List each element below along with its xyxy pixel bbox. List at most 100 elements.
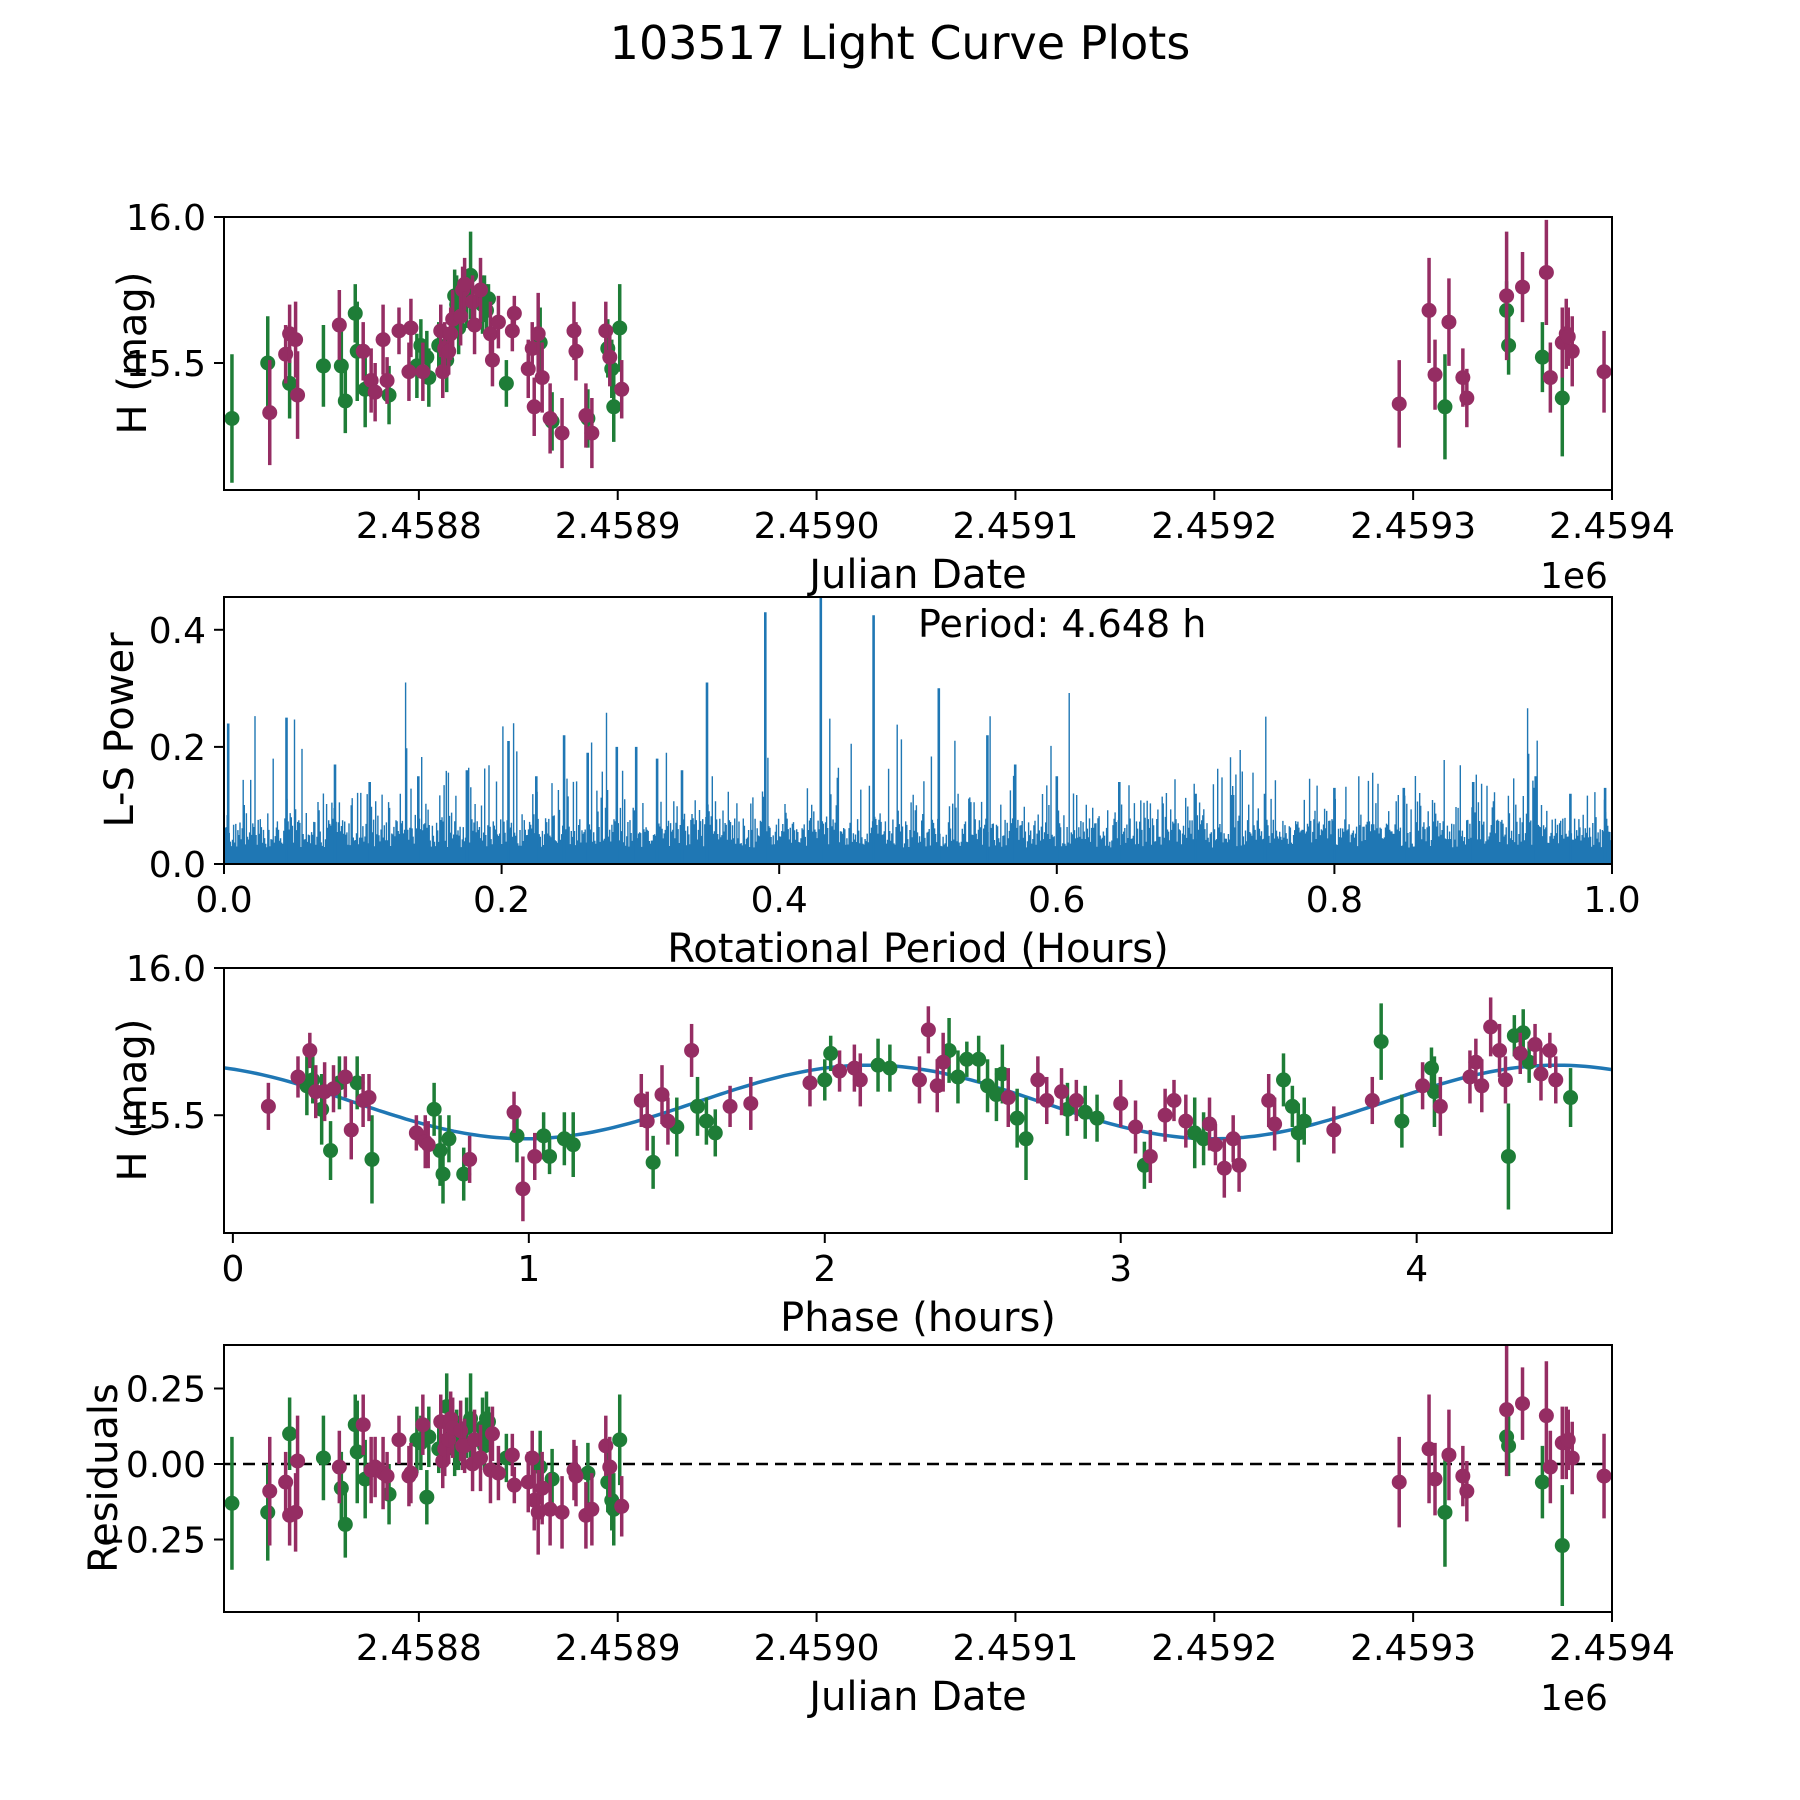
x-tick-label: 2.4591 (952, 1628, 1078, 1669)
data-point (262, 405, 278, 421)
data-point (1018, 1131, 1034, 1147)
data-point (584, 1501, 600, 1517)
y-tick-label: 15.5 (126, 344, 206, 385)
data-point (465, 294, 481, 310)
data-point (1394, 1113, 1410, 1129)
data-point (482, 326, 498, 342)
data-point (337, 1516, 353, 1532)
axes-frame (223, 967, 1613, 1234)
data-point (403, 320, 419, 336)
data-point (1142, 1148, 1158, 1164)
x-tick-label: 2.4593 (1350, 1628, 1476, 1669)
data-point (870, 1057, 886, 1073)
data-point (1326, 1122, 1342, 1138)
data-point (1415, 1078, 1431, 1094)
data-layer (224, 219, 1612, 483)
data-point (959, 1051, 975, 1067)
data-point (331, 317, 347, 333)
data-point (1426, 1084, 1442, 1100)
data-point (490, 314, 506, 330)
data-point (1554, 390, 1570, 406)
data-point (421, 1429, 437, 1445)
data-point (1501, 1438, 1517, 1454)
x-tick-label: 2.4588 (356, 506, 482, 547)
data-point (1225, 1131, 1241, 1147)
panel-phase-folded: 0 1 2 3 4 16.0 15.5 (126, 949, 1613, 1290)
data-point (367, 384, 383, 400)
data-point (337, 393, 353, 409)
data-point (260, 1098, 276, 1114)
data-point (654, 1087, 670, 1103)
data-point (364, 1151, 380, 1167)
panel-periodogram: Period: 4.648 h 0.0 0.2 0.4 0.6 0.8 1.0 0.0 0.2 0… (149, 596, 1641, 921)
data-point (606, 399, 622, 415)
data-point (1542, 370, 1558, 386)
data-point (1515, 1025, 1531, 1041)
x-tick-label: 2.4589 (555, 1628, 681, 1669)
data-point (484, 1426, 500, 1442)
data-point (614, 1498, 630, 1514)
data-point (1202, 1116, 1218, 1132)
data-point (419, 1489, 435, 1505)
data-point (302, 1042, 318, 1058)
data-point (315, 1450, 331, 1466)
data-point (224, 1495, 240, 1511)
p2-ylabel: L-S Power (97, 632, 143, 828)
data-point (660, 1113, 676, 1129)
y-tick-label: 0.25 (126, 1369, 206, 1410)
data-point (441, 1131, 457, 1147)
data-layer (224, 997, 1612, 1222)
data-point (1596, 364, 1612, 380)
p4-axis-offset: 1e6 (1540, 1678, 1608, 1719)
data-point (224, 410, 240, 426)
data-layer (224, 597, 1612, 864)
data-point (1499, 288, 1515, 304)
data-point (1500, 1148, 1516, 1164)
data-point (1497, 1072, 1513, 1088)
data-point (534, 1480, 550, 1496)
data-point (498, 375, 514, 391)
data-point (1068, 1093, 1084, 1108)
data-point (1421, 302, 1437, 318)
data-point (290, 1453, 306, 1469)
data-point (524, 1450, 540, 1466)
data-point (443, 326, 459, 342)
panel-raw-lightcurve: 2.4588 2.4589 2.4590 2.4591 2.4592 2.4593 2.45… (126, 198, 1675, 547)
data-point (467, 317, 483, 333)
data-point (1216, 1160, 1232, 1176)
data-point (1275, 1072, 1291, 1088)
data-point (1178, 1113, 1194, 1129)
data-point (684, 1042, 700, 1058)
data-point (1166, 1093, 1182, 1108)
data-point (1128, 1119, 1144, 1135)
data-point (413, 337, 429, 353)
x-tick-label: 1.0 (1583, 880, 1640, 921)
data-point (462, 1151, 478, 1167)
data-point (1542, 1459, 1558, 1475)
data-point (1462, 1069, 1478, 1085)
data-point (542, 1501, 558, 1517)
panel-residuals: 2.4588 2.4589 2.4590 2.4591 2.4592 2.4593 2.45… (96, 1344, 1675, 1669)
data-point (509, 1128, 525, 1144)
x-tick-label: 2 (813, 1249, 836, 1290)
data-point (375, 332, 391, 348)
data-point (1009, 1110, 1025, 1126)
period-annotation: Period: 4.648 h (918, 602, 1206, 646)
data-point (1441, 1447, 1457, 1463)
y-tick-label: 0.00 (126, 1445, 206, 1486)
data-point (1427, 367, 1443, 383)
data-point (1089, 1110, 1105, 1126)
data-point (645, 1154, 661, 1170)
data-point (534, 370, 550, 386)
y-tick-label: 0.4 (149, 611, 206, 652)
x-tick-label: 4 (1405, 1249, 1428, 1290)
data-point (420, 1137, 436, 1153)
data-point (544, 1471, 560, 1487)
p3-xlabel: Phase (hours) (780, 1295, 1056, 1341)
data-point (817, 1072, 833, 1088)
x-tick-label: 3 (1109, 1249, 1132, 1290)
data-point (565, 1137, 581, 1153)
data-point (1391, 1474, 1407, 1490)
data-point (290, 1069, 306, 1085)
periodogram-noise (224, 682, 1612, 864)
